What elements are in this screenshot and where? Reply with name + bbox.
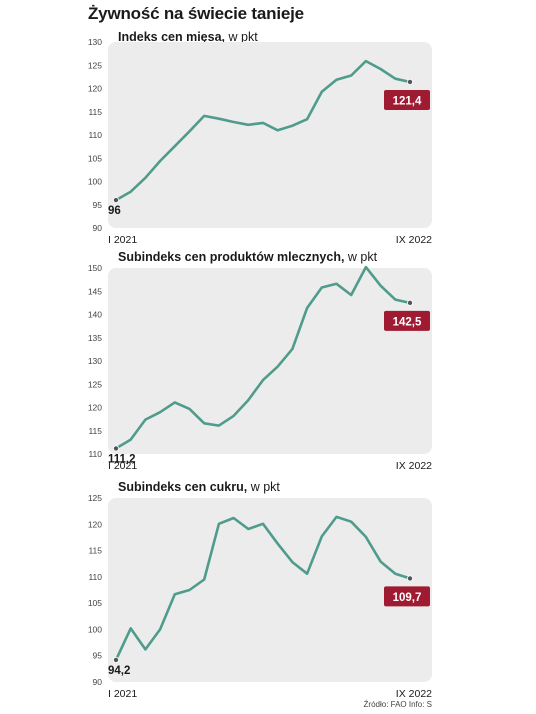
y-tick-label: 125 xyxy=(88,379,102,389)
y-tick-label: 90 xyxy=(93,223,103,233)
end-value-label: 109,7 xyxy=(393,592,422,604)
y-tick-label: 120 xyxy=(88,519,102,529)
end-value-label: 121,4 xyxy=(393,95,422,107)
y-tick-label: 115 xyxy=(88,426,102,436)
series-line xyxy=(114,515,412,662)
y-tick-label: 145 xyxy=(88,286,102,296)
y-tick-label: 150 xyxy=(88,263,102,273)
series-line xyxy=(114,265,412,450)
start-point xyxy=(113,197,120,204)
y-tick-label: 120 xyxy=(88,403,102,413)
y-tick-label: 120 xyxy=(88,84,102,94)
x-start-label: I 2021 xyxy=(108,460,137,470)
panel-title-sugar: Subindeks cen cukru, w pkt xyxy=(118,480,280,494)
chart-meat-index: 90 95 100 105 110 115 120 125 130 96 121,4 I 2021 IX… xyxy=(88,37,432,246)
end-value-label: 142,5 xyxy=(393,316,422,328)
panel-title-dairy-text: Subindeks cen produktów mlecznych, xyxy=(118,250,345,264)
chart-dairy-index: 110 115 120 125 130 135 140 145 150 111,2 142,5 I 2… xyxy=(88,263,432,470)
y-tick-label: 125 xyxy=(88,60,102,70)
start-value-label: 96 xyxy=(108,205,121,217)
end-value-badge xyxy=(384,310,430,331)
y-tick-label: 130 xyxy=(88,37,102,47)
panel-unit-sugar: w pkt xyxy=(250,480,280,494)
end-value-badge xyxy=(384,89,430,110)
y-tick-label: 110 xyxy=(88,449,102,459)
y-tick-label: 115 xyxy=(88,546,102,556)
y-tick-label: 110 xyxy=(88,572,102,582)
start-value-label: 94,2 xyxy=(108,665,130,677)
end-point xyxy=(406,299,413,306)
y-tick-label: 110 xyxy=(88,130,102,140)
y-tick-label: 95 xyxy=(93,651,103,661)
series-line xyxy=(114,59,412,202)
end-point xyxy=(406,575,413,582)
end-point xyxy=(406,78,413,85)
y-tick-label: 95 xyxy=(93,200,103,210)
plot-background xyxy=(108,42,432,228)
x-end-label: IX 2022 xyxy=(396,460,432,470)
y-tick-label: 90 xyxy=(93,677,103,687)
x-end-label: IX 2022 xyxy=(396,234,432,246)
end-value-badge xyxy=(384,586,430,607)
y-tick-label: 140 xyxy=(88,310,102,320)
y-tick-label: 105 xyxy=(88,598,102,608)
x-start-label: I 2021 xyxy=(108,688,137,700)
y-tick-label: 100 xyxy=(88,177,102,187)
y-tick-label: 135 xyxy=(88,333,102,343)
panel-title-sugar-text: Subindeks cen cukru, xyxy=(118,480,248,494)
y-tick-label: 105 xyxy=(88,153,102,163)
start-point xyxy=(113,656,120,663)
plot-background xyxy=(108,498,432,682)
x-start-label: I 2021 xyxy=(108,234,137,246)
main-title: Żywność na świecie tanieje xyxy=(88,4,304,23)
panel-title-meat: Indeks cen mięsa, w pkt xyxy=(118,30,258,44)
panel-title-meat-text: Indeks cen mięsa, xyxy=(118,30,226,44)
panel-unit-dairy: w pkt xyxy=(347,250,378,264)
chart-sugar-index: 90 95 100 105 110 115 120 125 94,2 109,7 I 2021 IX … xyxy=(88,493,432,700)
source-note: Źródło: FAO Info: S xyxy=(363,700,432,709)
y-tick-label: 100 xyxy=(88,624,102,634)
y-tick-label: 125 xyxy=(88,493,102,503)
y-tick-label: 115 xyxy=(88,107,102,117)
x-end-label: IX 2022 xyxy=(396,688,432,700)
start-point xyxy=(113,445,120,452)
y-tick-label: 130 xyxy=(88,356,102,366)
plot-background xyxy=(108,268,432,454)
start-value-label: 111,2 xyxy=(108,453,136,465)
panel-title-dairy: Subindeks cen produktów mlecznych, w pkt xyxy=(118,250,377,264)
panel-unit-meat: w pkt xyxy=(228,30,258,44)
